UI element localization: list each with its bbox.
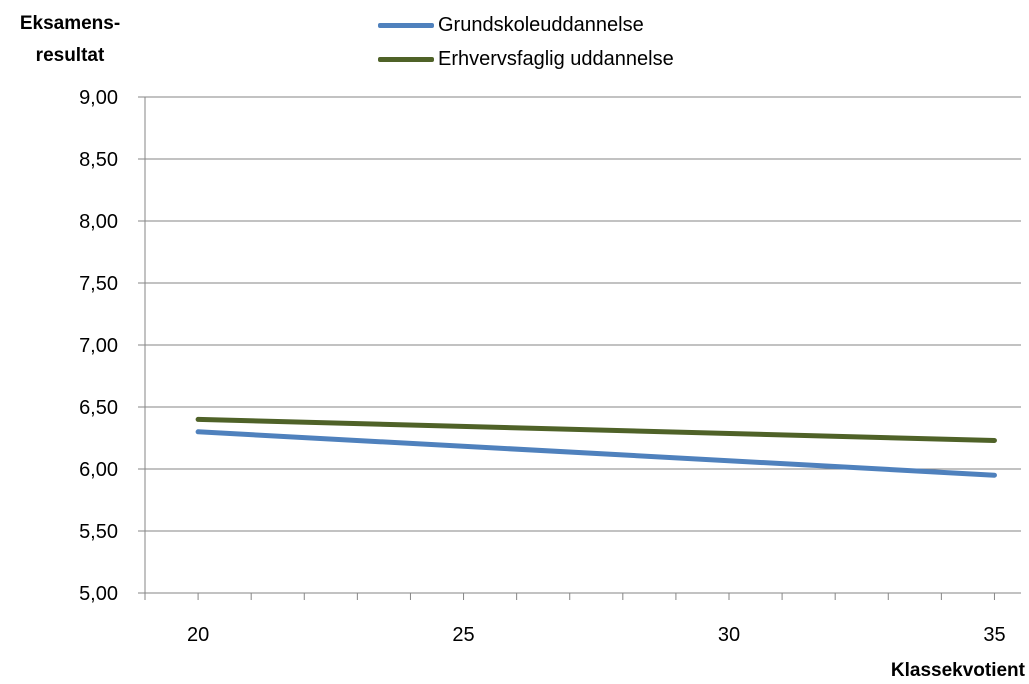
y-tick-label: 8,00 <box>79 211 118 233</box>
y-tick-label: 6,00 <box>79 459 118 481</box>
x-tick-label: 25 <box>452 624 474 646</box>
y-tick-label: 7,00 <box>79 335 118 357</box>
y-axis-title-line-1: Eksamens- <box>19 13 121 34</box>
legend-swatch-erhvervsfaglig <box>378 56 434 62</box>
x-tick-label: 35 <box>983 624 1005 646</box>
legend-item-erhvervsfaglig: Erhvervsfaglig uddannelse <box>378 42 674 76</box>
y-tick-label: 8,50 <box>79 149 118 171</box>
y-axis-title-line-2: resultat <box>35 45 105 66</box>
y-tick-label: 7,50 <box>79 273 118 295</box>
legend-swatch-grundskoleuddannelse <box>378 22 434 28</box>
legend: Grundskoleuddannelse Erhvervsfaglig udda… <box>378 8 674 76</box>
x-axis-title: Klassekvotient <box>890 660 1025 681</box>
y-axis-title: Eksamens- resultat <box>0 8 140 72</box>
y-tick-label: 9,00 <box>79 87 118 109</box>
x-tick-label: 20 <box>187 624 209 646</box>
series-line-0 <box>195 429 997 478</box>
legend-item-grundskoleuddannelse: Grundskoleuddannelse <box>378 8 674 42</box>
y-tick-label: 5,50 <box>79 521 118 543</box>
x-tick-label: 30 <box>718 624 740 646</box>
legend-label-erhvervsfaglig: Erhvervsfaglig uddannelse <box>438 47 674 70</box>
legend-label-grundskoleuddannelse: Grundskoleuddannelse <box>438 13 644 36</box>
y-tick-label: 5,00 <box>79 583 118 605</box>
series-line-1 <box>195 416 997 443</box>
y-tick-label: 6,50 <box>79 397 118 419</box>
